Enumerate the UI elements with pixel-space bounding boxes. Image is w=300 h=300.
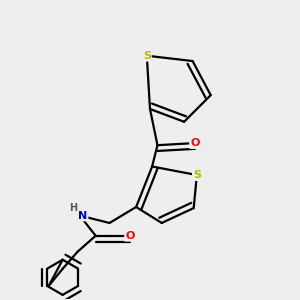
Text: N: N [78, 211, 88, 220]
Text: S: S [193, 170, 201, 180]
Text: H: H [69, 202, 77, 212]
Text: O: O [125, 231, 134, 241]
Text: S: S [143, 51, 151, 61]
Text: O: O [190, 138, 200, 148]
